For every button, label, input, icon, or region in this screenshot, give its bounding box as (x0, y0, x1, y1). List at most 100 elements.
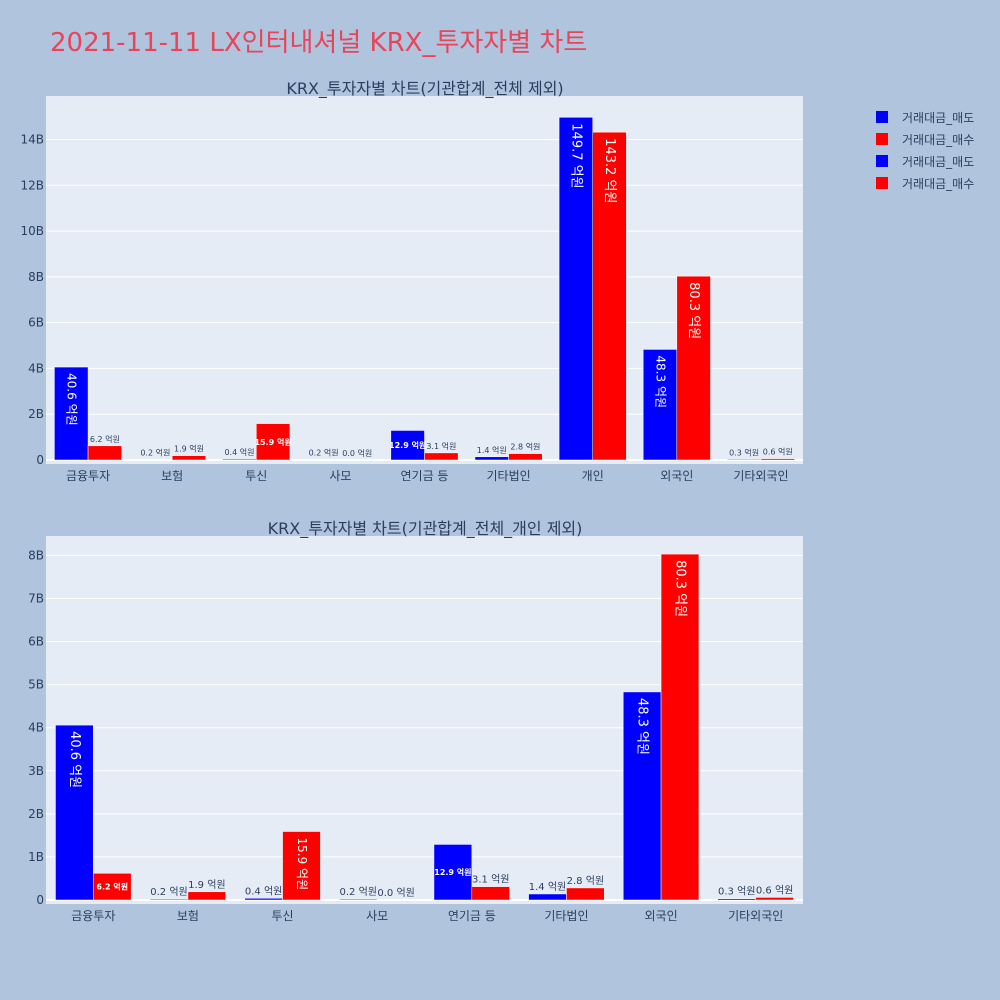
y-tick-label: 8B (28, 270, 44, 284)
legend-label: 거래대금_매수 (902, 176, 975, 191)
data-label: 0.2 억원 (340, 886, 377, 898)
data-label: 0.2 억원 (309, 448, 339, 458)
bar-sell (717, 898, 756, 901)
legend-swatch (876, 133, 888, 145)
y-tick-label: 12B (20, 178, 44, 192)
data-label: 1.4 억원 (477, 445, 507, 455)
x-tick-label: 기타법인 (544, 909, 588, 923)
bar-sell (642, 349, 678, 461)
legend-swatch (876, 177, 888, 189)
y-tick-label: 8B (28, 548, 44, 562)
data-label: 0.4 억원 (245, 885, 282, 897)
bar-buy (508, 453, 543, 461)
bar-sell (55, 724, 94, 901)
x-tick-label: 금융투자 (66, 469, 110, 483)
chart-panel-2: 0 1B 2B 3B 4B 5B 6B 7B 8B KRX_투자자별 차트(기관합계_전체_개인 … (28, 519, 803, 923)
data-label: 40.6 억원 (67, 731, 82, 788)
data-label: 0.2 억원 (150, 886, 187, 898)
legend-swatch (876, 155, 888, 167)
y-tick-label: 2B (28, 407, 44, 421)
bar-sell (54, 366, 89, 461)
legend-item[interactable]: 거래대금_매수 (876, 128, 974, 150)
y-tick-label: 1B (28, 850, 44, 864)
y-tick-label: 6B (28, 316, 44, 330)
x-tick-label: 투신 (272, 909, 294, 923)
legend-item[interactable]: 거래대금_매도 (876, 150, 974, 172)
legend-item[interactable]: 거래대금_매수 (876, 172, 974, 194)
data-label: 0.6 억원 (756, 884, 793, 896)
legend-item[interactable]: 거래대금_매도 (876, 106, 974, 128)
data-label: 0.0 억원 (342, 448, 372, 458)
chart-panel-1: 0 2B 4B 6B 8B 10B 12B 14B KRX_투자자별 차트(기관합계_전체 제외… (20, 79, 803, 483)
bar-buy (256, 423, 291, 461)
bar-sell (339, 898, 378, 901)
data-label: 40.6 억원 (65, 373, 79, 426)
legend-label: 거래대금_매도 (902, 110, 975, 125)
x-tick-label: 기타외국인 (728, 909, 783, 923)
data-label: 48.3 억원 (635, 698, 650, 755)
data-label: 0.6 억원 (763, 447, 793, 457)
bar-sell (474, 456, 509, 461)
data-label: 48.3 억원 (654, 355, 668, 408)
data-label: 1.9 억원 (188, 879, 225, 891)
data-label: 0.0 억원 (377, 887, 414, 899)
data-label: 143.2 억원 (602, 138, 617, 203)
bar-sell (622, 691, 662, 901)
x-tick-label: 외국인 (645, 909, 678, 923)
bar-buy (424, 452, 459, 461)
data-label: 6.2 억원 (96, 882, 128, 892)
bar-buy (282, 831, 321, 901)
data-label: 3.1 억원 (426, 441, 456, 451)
bar-buy (676, 275, 711, 461)
bar-buy (592, 131, 627, 461)
data-label: 80.3 억원 (672, 560, 687, 617)
data-label: 15.9 억원 (295, 838, 309, 891)
y-tick-label: 3B (28, 764, 44, 778)
x-tick-label: 기타외국인 (733, 469, 788, 483)
data-label: 1.4 억원 (529, 881, 566, 893)
y-tick-label: 0 (36, 893, 44, 907)
x-tick-label: 기타법인 (487, 469, 531, 483)
x-tick-label: 사모 (366, 909, 388, 923)
bar-sell (727, 459, 762, 461)
data-label: 6.2 억원 (90, 434, 120, 444)
bar-sell (222, 458, 257, 461)
y-tick-label: 7B (28, 591, 44, 605)
data-label: 15.9 억원 (254, 437, 291, 447)
data-label: 80.3 억원 (686, 282, 701, 339)
data-label: 149.7 억원 (568, 123, 583, 188)
bar-sell (390, 430, 425, 461)
x-tick-label: 투신 (245, 469, 267, 483)
bar-sell (528, 893, 567, 901)
bar-buy (93, 873, 132, 901)
bar-sell (244, 898, 283, 901)
page-title: 2021-11-11 LX인터내셔널 KRX_투자자별 차트 (50, 28, 588, 58)
bar-buy (187, 891, 227, 901)
data-label: 12.9 억원 (389, 440, 426, 450)
x-tick-label: 연기금 등 (448, 909, 496, 923)
bar-buy (660, 553, 700, 901)
bar-buy (755, 897, 794, 901)
data-label: 2.8 억원 (567, 875, 604, 887)
bar-sell (149, 898, 189, 901)
bar-sell (433, 844, 473, 901)
x-tick-label: 개인 (582, 469, 604, 483)
data-label: 12.9 억원 (434, 867, 471, 877)
y-tick-label: 14B (20, 132, 44, 146)
y-tick-label: 0 (36, 453, 44, 467)
y-tick-label: 2B (28, 807, 44, 821)
y-tick-label: 4B (28, 361, 44, 375)
bar-buy (760, 458, 795, 461)
data-label: 0.3 억원 (718, 886, 755, 898)
x-tick-label: 사모 (329, 469, 351, 483)
legend-label: 거래대금_매수 (902, 132, 975, 147)
x-tick-label: 연기금 등 (401, 469, 449, 483)
bar-buy (87, 445, 122, 461)
y-tick-label: 4B (28, 721, 44, 735)
bar-buy (471, 886, 510, 901)
x-tick-label: 보험 (177, 909, 199, 923)
x-tick-label: 외국인 (660, 469, 693, 483)
bar-buy (171, 455, 207, 461)
legend-swatch (876, 111, 888, 123)
